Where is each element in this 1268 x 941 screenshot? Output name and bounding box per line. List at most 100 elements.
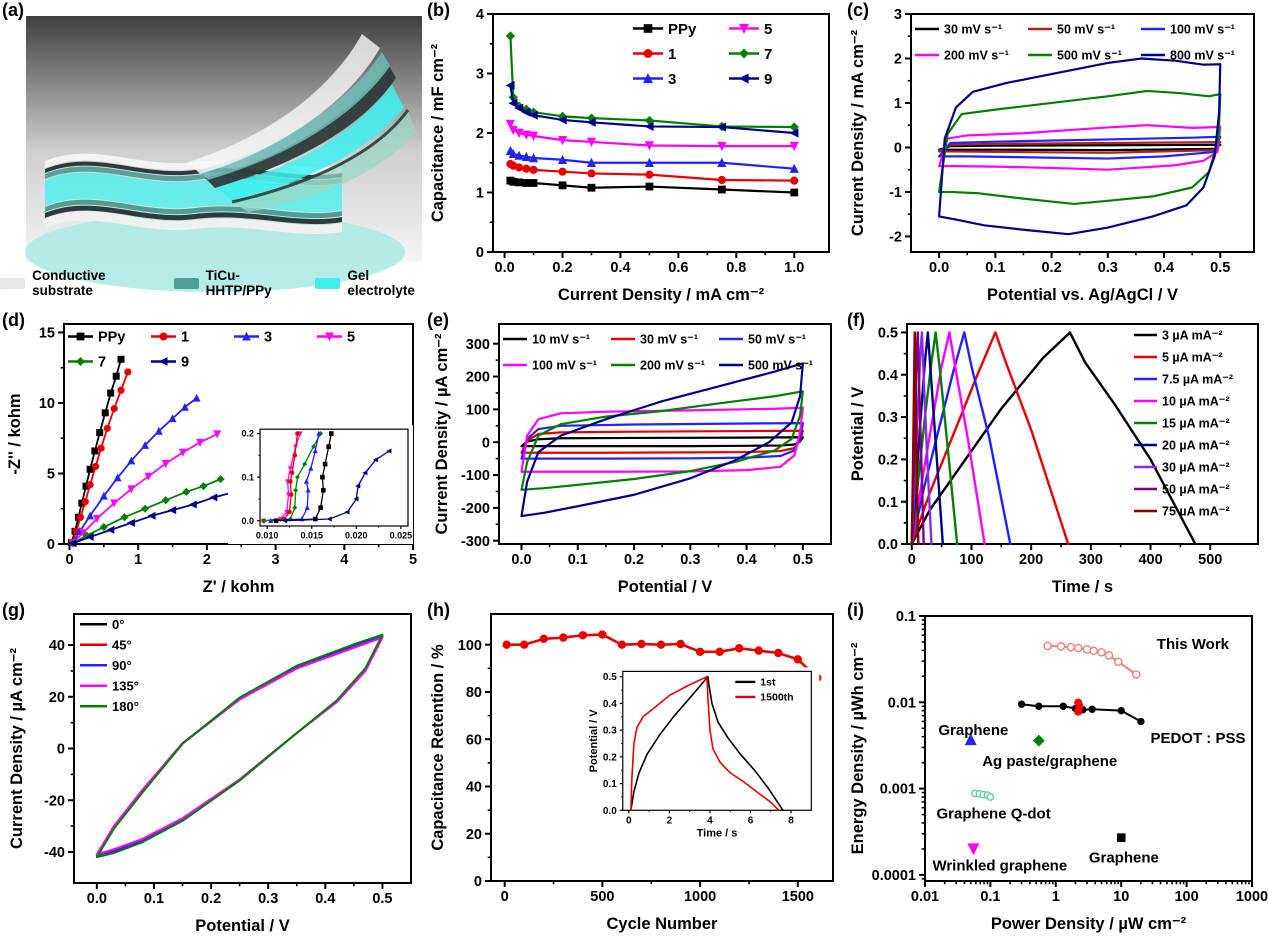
svg-text:0.4: 0.4 <box>315 891 335 907</box>
svg-text:9: 9 <box>764 71 772 88</box>
svg-text:4: 4 <box>476 7 484 23</box>
panel-e-label: (e) <box>427 310 449 330</box>
svg-text:0.6: 0.6 <box>668 260 688 276</box>
svg-text:0.2: 0.2 <box>242 429 255 439</box>
svg-text:3: 3 <box>264 330 272 346</box>
svg-text:-1: -1 <box>889 185 902 201</box>
svg-text:0: 0 <box>47 537 55 553</box>
svg-text:15 µA mA⁻²: 15 µA mA⁻² <box>1162 416 1230 430</box>
svg-text:75 µA mA⁻²: 75 µA mA⁻² <box>1162 504 1230 518</box>
svg-text:300: 300 <box>1079 552 1103 568</box>
svg-text:This Work: This Work <box>1157 636 1230 653</box>
svg-text:30 µA mA⁻²: 30 µA mA⁻² <box>1162 460 1230 474</box>
svg-text:1: 1 <box>668 46 676 63</box>
panel-a: (a) Conductive substrate TiCu-HHTP/PPy G… <box>0 0 425 310</box>
svg-text:-200: -200 <box>461 501 490 517</box>
svg-text:2: 2 <box>894 52 902 68</box>
svg-text:0: 0 <box>501 889 509 905</box>
svg-text:PPy: PPy <box>668 21 697 38</box>
svg-text:0.2: 0.2 <box>878 452 898 468</box>
panel-f: (f) 0 100 200 300 400 500 0.0 0.1 0.2 0.3 0.4 0.5 Ti… <box>845 310 1268 600</box>
svg-text:0.01: 0.01 <box>911 889 939 905</box>
panel-f-label: (f) <box>847 310 865 330</box>
svg-text:0.0: 0.0 <box>242 516 255 526</box>
mof-swatch <box>173 277 199 289</box>
svg-text:-40: -40 <box>44 845 65 861</box>
svg-text:100: 100 <box>458 638 482 654</box>
svg-text:0.001: 0.001 <box>880 782 916 798</box>
svg-text:0.5: 0.5 <box>603 672 617 683</box>
svg-text:135°: 135° <box>112 678 139 693</box>
svg-text:Time / s: Time / s <box>697 827 738 839</box>
svg-text:0.020: 0.020 <box>345 530 368 540</box>
svg-text:0.5: 0.5 <box>793 552 813 568</box>
svg-text:1: 1 <box>134 552 142 568</box>
svg-text:500: 500 <box>1198 552 1222 568</box>
svg-text:200 mV s⁻¹: 200 mV s⁻¹ <box>640 358 705 372</box>
svg-text:80: 80 <box>466 685 482 701</box>
svg-text:Current Density / µA cm⁻²: Current Density / µA cm⁻² <box>8 648 26 849</box>
svg-text:1st: 1st <box>760 677 776 689</box>
svg-text:Potential / V: Potential / V <box>195 917 289 935</box>
svg-text:5: 5 <box>347 330 355 346</box>
svg-text:Current Density / mA cm⁻²: Current Density / mA cm⁻² <box>849 29 867 236</box>
svg-text:0.015: 0.015 <box>300 530 323 540</box>
svg-text:3: 3 <box>668 71 676 88</box>
svg-text:Graphene: Graphene <box>1089 850 1159 867</box>
panel-g: (g) 0.0 0.1 0.2 0.3 0.4 0.5 -40 -20 0 20 40 Potenti… <box>0 600 425 941</box>
svg-text:8: 8 <box>788 815 794 826</box>
svg-text:0.4: 0.4 <box>1154 260 1174 276</box>
svg-text:10 µA mA⁻²: 10 µA mA⁻² <box>1162 394 1230 408</box>
chart-ragone: 0.01 0.1 1 10 100 1000 0.0001 0.001 0.01 0.1 Power… <box>849 609 1268 933</box>
svg-text:5: 5 <box>409 552 417 568</box>
svg-text:-300: -300 <box>461 534 490 550</box>
svg-text:Potential / V: Potential / V <box>849 387 867 481</box>
svg-text:Power Density / µW cm⁻²: Power Density / µW cm⁻² <box>991 915 1187 933</box>
svg-text:1: 1 <box>1052 889 1060 905</box>
substrate-swatch <box>0 277 26 289</box>
svg-text:400: 400 <box>1138 552 1162 568</box>
svg-text:1500th: 1500th <box>760 692 793 704</box>
mof-label: TiCu-HHTP/PPy <box>205 268 272 298</box>
svg-text:100: 100 <box>1174 889 1198 905</box>
svg-text:0.1: 0.1 <box>568 552 588 568</box>
svg-text:0.0: 0.0 <box>878 537 898 553</box>
svg-text:0.0: 0.0 <box>929 260 949 276</box>
svg-text:PEDOT : PSS: PEDOT : PSS <box>1150 730 1245 747</box>
svg-text:7: 7 <box>764 46 772 63</box>
svg-text:0.0001: 0.0001 <box>872 868 916 884</box>
svg-text:0.3: 0.3 <box>258 891 278 907</box>
svg-text:0: 0 <box>626 815 632 826</box>
panel-h: (h) 0 500 1000 1500 0 20 40 60 80 100 Cycle Number… <box>425 600 845 941</box>
svg-text:0.4: 0.4 <box>603 699 617 710</box>
svg-text:0.0: 0.0 <box>603 806 617 817</box>
svg-text:50 mV s⁻¹: 50 mV s⁻¹ <box>1057 22 1115 36</box>
svg-text:3: 3 <box>476 67 484 83</box>
svg-text:200: 200 <box>466 370 490 386</box>
svg-text:-20: -20 <box>44 793 65 809</box>
legend-item-mof: TiCu-HHTP/PPy <box>173 268 290 298</box>
svg-text:0.025: 0.025 <box>390 530 413 540</box>
svg-text:Capacitance / mF cm⁻²: Capacitance / mF cm⁻² <box>429 43 447 222</box>
chart-nyquist: 0 1 2 3 4 5 0 5 10 15 Z' / kohm -Z'' / kohm PPy 1 3 5 7 9… <box>6 323 417 596</box>
svg-text:90°: 90° <box>112 658 132 673</box>
svg-text:20: 20 <box>466 827 482 843</box>
svg-text:0.1: 0.1 <box>242 472 255 482</box>
svg-text:180°: 180° <box>112 699 139 714</box>
svg-text:0.3: 0.3 <box>603 726 617 737</box>
svg-text:800 mV s⁻¹: 800 mV s⁻¹ <box>1170 48 1235 62</box>
svg-text:0°: 0° <box>112 617 124 632</box>
svg-text:1000: 1000 <box>684 889 716 905</box>
svg-text:500 mV s⁻¹: 500 mV s⁻¹ <box>1057 48 1122 62</box>
svg-text:0.2: 0.2 <box>603 752 617 763</box>
svg-text:9: 9 <box>181 355 189 371</box>
svg-text:100: 100 <box>959 552 983 568</box>
svg-text:PPy: PPy <box>98 330 125 346</box>
svg-text:500 mV s⁻¹: 500 mV s⁻¹ <box>748 358 813 372</box>
svg-text:0.0: 0.0 <box>511 552 531 568</box>
svg-text:0.4: 0.4 <box>737 552 757 568</box>
svg-text:0.3: 0.3 <box>878 410 898 426</box>
chart-rate-capacitance: 0.0 0.2 0.4 0.6 0.8 1.0 0 1 2 3 4 Current Density /… <box>429 7 830 304</box>
